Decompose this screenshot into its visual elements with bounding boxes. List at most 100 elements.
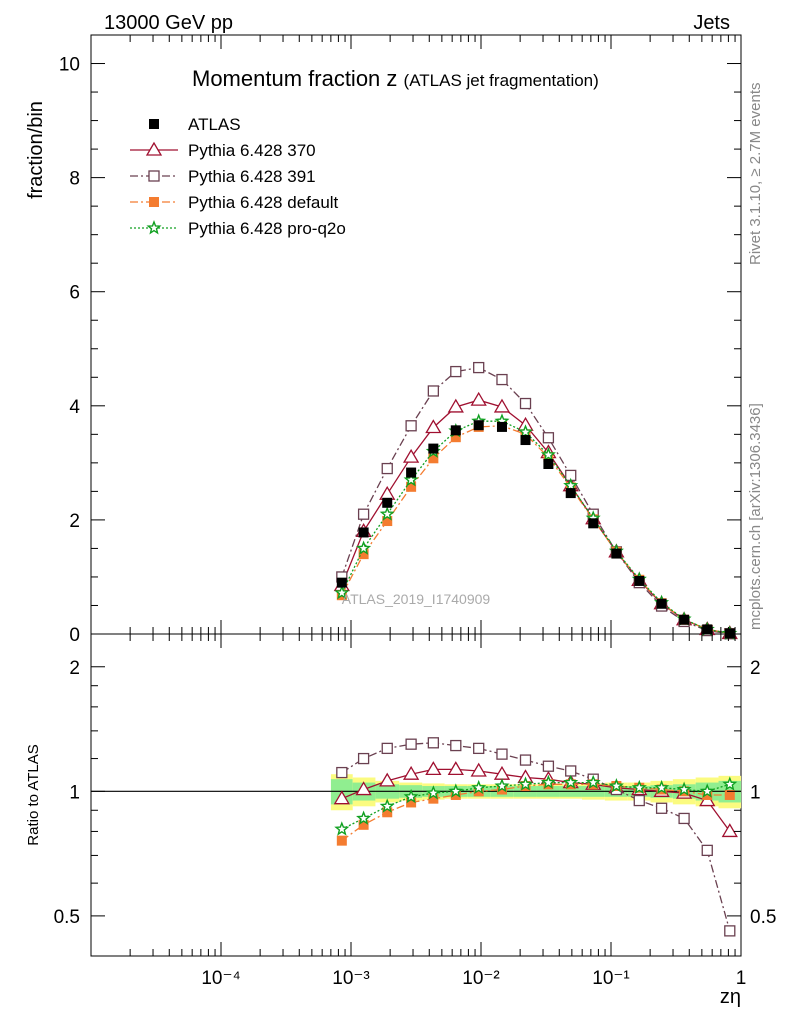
pythia-6-428-pro-q2o-ratio-point bbox=[631, 779, 647, 795]
pythia-6-428-pro-q2o-point bbox=[403, 472, 419, 487]
pythia-6-428-pro-q2o-ratio-point bbox=[425, 785, 441, 800]
atlas-point bbox=[702, 624, 713, 635]
pythia-6-428-default-point bbox=[428, 453, 439, 464]
pythia-6-428-391-ratio-point bbox=[542, 760, 555, 772]
pythia-6-428-391-ratio-point bbox=[405, 738, 417, 750]
pythia-6-428-default-ratio-point bbox=[428, 793, 439, 804]
atlas-point bbox=[543, 458, 554, 469]
atlas-point bbox=[565, 488, 576, 499]
pythia-6-428-391-ratio-point bbox=[496, 748, 508, 760]
legend-marker-pythia-6-428-default bbox=[149, 197, 159, 207]
main-y-tick-label: 0 bbox=[69, 625, 80, 646]
plot-title-main: Momentum fraction z bbox=[192, 66, 397, 91]
main-y-axis-label: fraction/bin bbox=[25, 101, 47, 199]
pythia-6-428-default-ratio-point bbox=[702, 789, 713, 800]
pythia-6-428-default-point bbox=[406, 481, 417, 492]
analysis-watermark: ATLAS_2019_I1740909 bbox=[342, 591, 491, 607]
pythia-6-428-391-ratio-point bbox=[633, 794, 645, 807]
pythia-6-428-pro-q2o-ratio-point bbox=[471, 779, 487, 795]
x-tick-label: 10⁻² bbox=[462, 968, 500, 989]
plot-title-suffix: (ATLAS jet fragmentation) bbox=[404, 71, 599, 90]
pythia-6-428-default-ratio-point bbox=[382, 807, 393, 818]
pythia-6-428-391-point bbox=[542, 432, 555, 444]
ratio-y-axis-label: Ratio to ATLAS bbox=[25, 744, 42, 845]
atlas-point bbox=[358, 527, 369, 538]
legend-label: Pythia 6.428 370 bbox=[188, 141, 316, 160]
atlas-point bbox=[634, 575, 645, 586]
pythia-6-428-pro-q2o-point bbox=[518, 424, 533, 439]
pythia-6-428-391-ratio-point bbox=[427, 737, 440, 749]
atlas-point bbox=[679, 614, 690, 625]
pythia-6-428-pro-q2o-ratio-point bbox=[448, 783, 464, 798]
legend-marker-pythia-6-428-391 bbox=[148, 170, 160, 182]
pythia-6-428-pro-q2o-ratio-point bbox=[722, 776, 738, 791]
pythia-6-428-370-ratio-point bbox=[402, 765, 420, 780]
plot-title: Momentum fraction z (ATLAS jet fragmenta… bbox=[192, 66, 599, 91]
main-plot-area bbox=[333, 361, 738, 640]
main-y-tick-label: 6 bbox=[69, 283, 80, 304]
x-tick-label: 1 bbox=[736, 968, 747, 989]
pythia-6-428-pro-q2o-ratio-point bbox=[403, 788, 419, 804]
mcplots-label: mcplots.cern.ch [arXiv:1306.3436] bbox=[747, 403, 764, 630]
pythia-6-428-370-point bbox=[425, 419, 442, 434]
pythia-6-428-391-line bbox=[341, 366, 730, 635]
pythia-6-428-391-point bbox=[473, 361, 485, 374]
pythia-6-428-391-ratio-point bbox=[678, 812, 690, 825]
pythia-6-428-391-point bbox=[427, 385, 440, 397]
pythia-6-428-391-ratio-point bbox=[357, 752, 370, 765]
header-left: 13000 GeV pp bbox=[104, 12, 233, 34]
pythia-6-428-391-ratio-point bbox=[519, 754, 532, 766]
ratio-y-tick-label-left: 0.5 bbox=[54, 907, 80, 928]
pythia-6-428-370-ratio-point bbox=[425, 761, 442, 776]
pythia-6-428-391-ratio-point bbox=[450, 739, 462, 752]
pythia-6-428-pro-q2o-ratio-point bbox=[676, 781, 692, 796]
pythia-6-428-pro-q2o-ratio-point bbox=[585, 774, 601, 789]
atlas-point bbox=[588, 518, 599, 529]
pythia-6-428-391-point bbox=[405, 420, 417, 432]
pythia-6-428-391-ratio-point bbox=[336, 766, 348, 779]
pythia-6-428-391-point bbox=[519, 397, 532, 410]
ratio-y-tick-label-right: 1 bbox=[750, 782, 761, 803]
pythia-6-428-pro-q2o-ratio-point bbox=[334, 821, 350, 836]
pythia-6-428-391-ratio-point bbox=[565, 765, 577, 777]
pythia-6-428-pro-q2o-ratio-point bbox=[699, 783, 715, 798]
legend-marker-atlas bbox=[149, 119, 159, 129]
pythia-6-428-370-point bbox=[493, 398, 511, 413]
pythia-6-428-pro-q2o-ratio-point bbox=[517, 776, 534, 791]
main-y-tick-label: 10 bbox=[59, 55, 80, 76]
x-axis-label: zη bbox=[720, 986, 741, 1008]
pythia-6-428-pro-q2o-point bbox=[356, 540, 372, 555]
atlas-point bbox=[611, 548, 622, 559]
atlas-point bbox=[382, 497, 393, 508]
header-right: Jets bbox=[693, 12, 730, 34]
ratio-plot-area bbox=[91, 737, 742, 937]
pythia-6-428-default-ratio-point bbox=[496, 784, 507, 795]
x-tick-label: 10⁻¹ bbox=[592, 968, 630, 989]
atlas-point bbox=[724, 628, 735, 639]
pythia-6-428-pro-q2o-ratio-line bbox=[341, 781, 730, 830]
pythia-6-428-pro-q2o-point bbox=[334, 585, 350, 600]
pythia-6-428-pro-q2o-ratio-point bbox=[494, 778, 510, 793]
pythia-6-428-391-point bbox=[496, 373, 508, 386]
atlas-point bbox=[496, 421, 507, 432]
pythia-6-428-370-point bbox=[470, 391, 487, 406]
atlas-point bbox=[520, 435, 531, 446]
pythia-6-428-370-point bbox=[402, 448, 420, 463]
ratio-y-tick-label-right: 2 bbox=[750, 658, 761, 679]
pythia-6-428-default-ratio-point bbox=[473, 786, 484, 797]
legend-label: Pythia 6.428 pro-q2o bbox=[188, 219, 346, 238]
pythia-6-428-370-point bbox=[379, 485, 396, 500]
legend-marker-pythia-6-428-370 bbox=[145, 141, 163, 156]
pythia-6-428-391-ratio-point bbox=[655, 802, 668, 814]
atlas-point bbox=[336, 577, 347, 588]
ratio-y-tick-label-left: 1 bbox=[69, 782, 80, 803]
pythia-6-428-default-ratio-point bbox=[336, 835, 347, 846]
pythia-6-428-pro-q2o-point bbox=[379, 506, 395, 521]
pythia-6-428-391-ratio-point bbox=[381, 742, 393, 755]
pythia-6-428-pro-q2o-ratio-point bbox=[563, 774, 579, 789]
atlas-point bbox=[450, 425, 461, 436]
x-tick-label: 10⁻³ bbox=[332, 968, 370, 989]
pythia-6-428-default-point bbox=[450, 432, 461, 443]
pythia-6-428-391-ratio-point bbox=[724, 925, 736, 937]
